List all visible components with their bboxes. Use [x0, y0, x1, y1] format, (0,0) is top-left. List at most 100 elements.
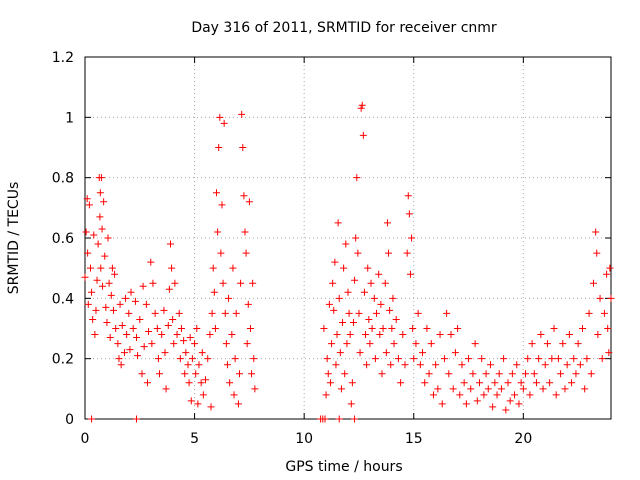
data-point: [404, 192, 412, 200]
data-point: [204, 355, 212, 363]
data-point: [188, 355, 196, 363]
data-point: [138, 370, 146, 378]
data-point: [322, 391, 330, 399]
data-point: [221, 309, 229, 317]
data-point: [355, 309, 363, 317]
data-point: [592, 228, 600, 236]
data-point: [438, 400, 446, 408]
data-point: [136, 315, 144, 323]
data-point: [97, 174, 105, 182]
data-point: [473, 397, 481, 405]
data-point: [88, 288, 96, 296]
data-point: [158, 331, 166, 339]
data-point: [471, 340, 479, 348]
data-point: [462, 400, 470, 408]
data-point: [376, 331, 384, 339]
data-point: [504, 379, 512, 387]
data-point: [539, 385, 547, 393]
data-point: [231, 355, 239, 363]
data-point: [191, 340, 199, 348]
data-point: [366, 340, 374, 348]
y-tick-label: 0: [65, 412, 74, 428]
data-point: [102, 303, 110, 311]
data-point: [123, 331, 131, 339]
data-point: [375, 270, 383, 278]
data-point: [561, 385, 569, 393]
data-point: [160, 306, 168, 314]
data-point: [469, 370, 477, 378]
data-point: [103, 318, 111, 326]
data-point: [478, 355, 486, 363]
data-point: [230, 391, 238, 399]
data-point: [105, 279, 113, 287]
data-point: [581, 385, 589, 393]
data-point: [164, 321, 172, 329]
x-tick-label: 5: [190, 431, 199, 447]
data-point: [489, 403, 497, 411]
data-point: [162, 385, 170, 393]
data-point: [513, 361, 521, 369]
data-point: [432, 361, 440, 369]
data-point: [416, 361, 424, 369]
data-point: [143, 379, 151, 387]
data-point: [206, 331, 214, 339]
data-point: [341, 370, 349, 378]
data-point: [491, 379, 499, 387]
chart-title: Day 316 of 2011, SRMTID for receiver cnm…: [191, 20, 497, 36]
data-point: [91, 331, 99, 339]
data-point: [340, 264, 348, 272]
data-point: [122, 294, 130, 302]
data-point: [585, 309, 593, 317]
data-point: [89, 315, 97, 323]
data-point: [346, 331, 354, 339]
data-point: [403, 249, 411, 257]
data-point: [220, 119, 228, 127]
data-point: [397, 379, 405, 387]
data-point: [524, 355, 532, 363]
y-axis-ticks: 0 0.2 0.4 0.6 0.8 1 1.2: [52, 50, 611, 428]
data-point: [181, 370, 189, 378]
data-point: [508, 370, 516, 378]
data-point: [151, 309, 159, 317]
data-point: [421, 379, 429, 387]
data-point: [603, 270, 611, 278]
data-point: [229, 264, 237, 272]
data-point: [363, 361, 371, 369]
data-point: [243, 340, 251, 348]
data-point: [345, 309, 353, 317]
data-point: [85, 201, 93, 209]
data-point: [125, 309, 133, 317]
data-point: [409, 325, 417, 332]
data-point: [605, 349, 613, 357]
data-point: [410, 355, 418, 363]
data-point: [532, 379, 540, 387]
data-point: [440, 355, 448, 363]
data-point: [443, 309, 451, 317]
data-point: [371, 355, 379, 363]
data-point: [552, 391, 560, 399]
data-point: [576, 361, 584, 369]
data-point: [493, 391, 501, 399]
data-point: [217, 249, 225, 257]
data-point: [321, 415, 329, 423]
data-point: [115, 355, 123, 363]
data-point: [414, 309, 422, 317]
data-point: [94, 240, 102, 248]
data-point: [406, 270, 414, 278]
data-point: [108, 264, 116, 272]
data-point: [394, 355, 402, 363]
data-point: [367, 279, 375, 287]
data-point: [198, 349, 206, 357]
x-tick-label: 0: [81, 431, 90, 447]
data-point: [209, 264, 217, 272]
data-point: [412, 340, 420, 348]
data-point: [383, 219, 391, 227]
data-point: [519, 385, 527, 393]
data-point: [93, 276, 101, 284]
data-point: [156, 370, 164, 378]
data-point: [140, 343, 148, 351]
y-tick-label: 0.6: [52, 231, 74, 247]
data-point: [240, 192, 248, 200]
data-point: [177, 325, 185, 332]
data-point: [419, 349, 427, 357]
